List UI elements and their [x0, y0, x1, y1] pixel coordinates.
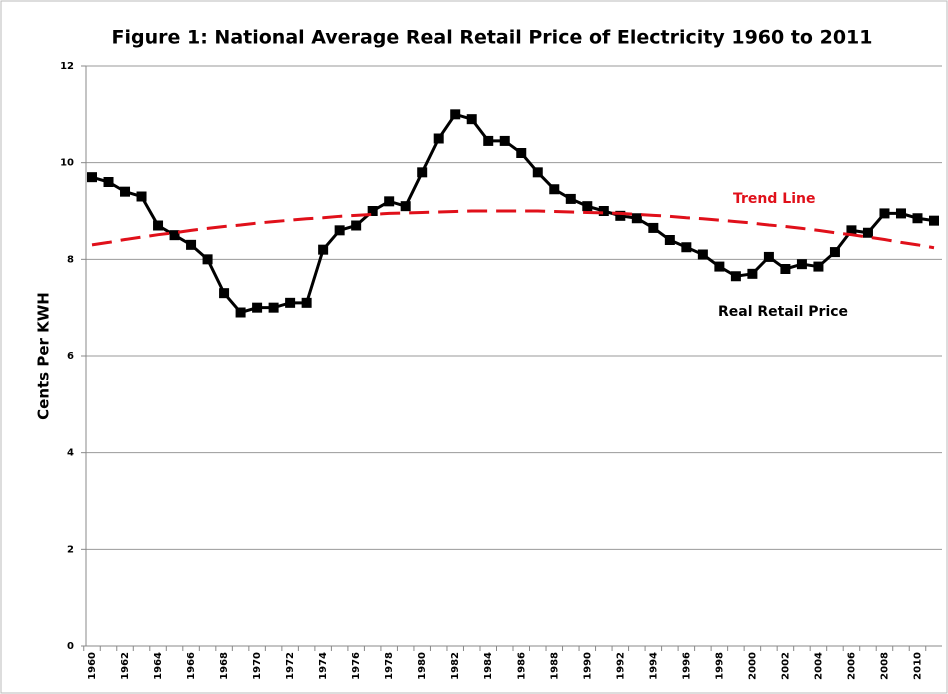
x-tick-label: 1982 [450, 652, 461, 680]
marker [384, 196, 395, 207]
marker [714, 261, 725, 272]
x-tick-label: 1980 [417, 652, 428, 680]
marker [796, 259, 807, 270]
x-tick-label: 1998 [714, 652, 725, 680]
x-tick-label: 1974 [318, 652, 329, 680]
marker [285, 297, 296, 308]
marker [466, 114, 477, 125]
marker [499, 135, 510, 146]
x-tick-label: 1966 [186, 652, 197, 680]
x-tick-label: 1972 [285, 652, 296, 680]
x-tick-label: 1996 [681, 652, 692, 680]
y-tick-label: 6 [67, 351, 74, 362]
price-annotation: Real Retail Price [718, 304, 848, 320]
y-tick-label: 0 [67, 641, 74, 652]
marker [829, 247, 840, 258]
price-line [91, 112, 935, 315]
x-tick-label: 1976 [351, 652, 362, 680]
x-tick-label: 2002 [780, 652, 791, 680]
x-tick-label: 2004 [813, 652, 824, 680]
marker [186, 239, 197, 250]
x-tick-label: 1984 [483, 652, 494, 680]
x-tick-label: 2010 [912, 652, 923, 680]
marker [582, 201, 593, 212]
marker [483, 135, 494, 146]
trend-annotation: Trend Line [733, 191, 815, 207]
marker [433, 133, 444, 144]
marker [417, 167, 428, 178]
marker [153, 220, 164, 231]
marker [450, 109, 461, 120]
marker [664, 235, 675, 245]
y-tick-label: 10 [60, 158, 74, 169]
marker [912, 213, 923, 224]
marker [648, 222, 659, 233]
x-tick-label: 1994 [648, 652, 659, 680]
marker [780, 264, 791, 274]
trend-line [91, 209, 935, 250]
marker [516, 148, 527, 158]
y-tick-label: 2 [67, 544, 74, 555]
marker [631, 213, 642, 224]
marker [879, 208, 890, 219]
marker [219, 288, 230, 299]
marker [681, 242, 692, 253]
marker [862, 227, 873, 238]
marker [813, 261, 824, 272]
x-tick-label: 1992 [615, 652, 626, 680]
marker [169, 230, 180, 241]
marker [120, 186, 131, 197]
y-axis-label: Cents Per KWH [35, 292, 53, 420]
x-tick-label: 2000 [747, 652, 758, 680]
y-tick-label: 12 [60, 61, 74, 72]
marker [846, 225, 857, 236]
x-tick-label: 1962 [120, 652, 131, 680]
x-tick-label: 1970 [252, 652, 263, 680]
marker [268, 302, 279, 313]
marker [747, 268, 758, 279]
y-tick-label: 4 [67, 448, 74, 459]
x-tick-label: 2006 [846, 652, 857, 680]
marker [202, 254, 213, 265]
marker [895, 208, 906, 219]
marker [252, 302, 263, 313]
y-tick-label: 8 [67, 254, 74, 265]
x-tick-label: 1990 [582, 652, 593, 680]
marker [598, 206, 609, 216]
x-tick-label: 1988 [549, 652, 560, 680]
x-tick-label: 2008 [879, 652, 890, 680]
marker [763, 251, 774, 262]
x-tick-label: 1960 [87, 652, 98, 680]
marker [318, 244, 329, 255]
x-tick-label: 1986 [516, 652, 527, 680]
marker [103, 177, 114, 187]
marker [400, 201, 411, 212]
chart-title: Figure 1: National Average Real Retail P… [112, 27, 873, 49]
marker [235, 307, 246, 318]
marker [136, 191, 147, 202]
marker [367, 206, 378, 216]
x-tick-label: 1964 [153, 652, 164, 680]
marker [615, 210, 626, 221]
marker [301, 297, 312, 308]
marker [351, 220, 362, 231]
marker [549, 184, 560, 195]
marker [334, 225, 345, 236]
x-tick-label: 1978 [384, 652, 395, 680]
x-tick-label: 1968 [219, 652, 230, 680]
marker [697, 249, 708, 260]
marker [730, 271, 741, 282]
marker [565, 193, 576, 204]
marker [929, 215, 939, 226]
marker [532, 167, 543, 178]
marker [87, 172, 97, 183]
